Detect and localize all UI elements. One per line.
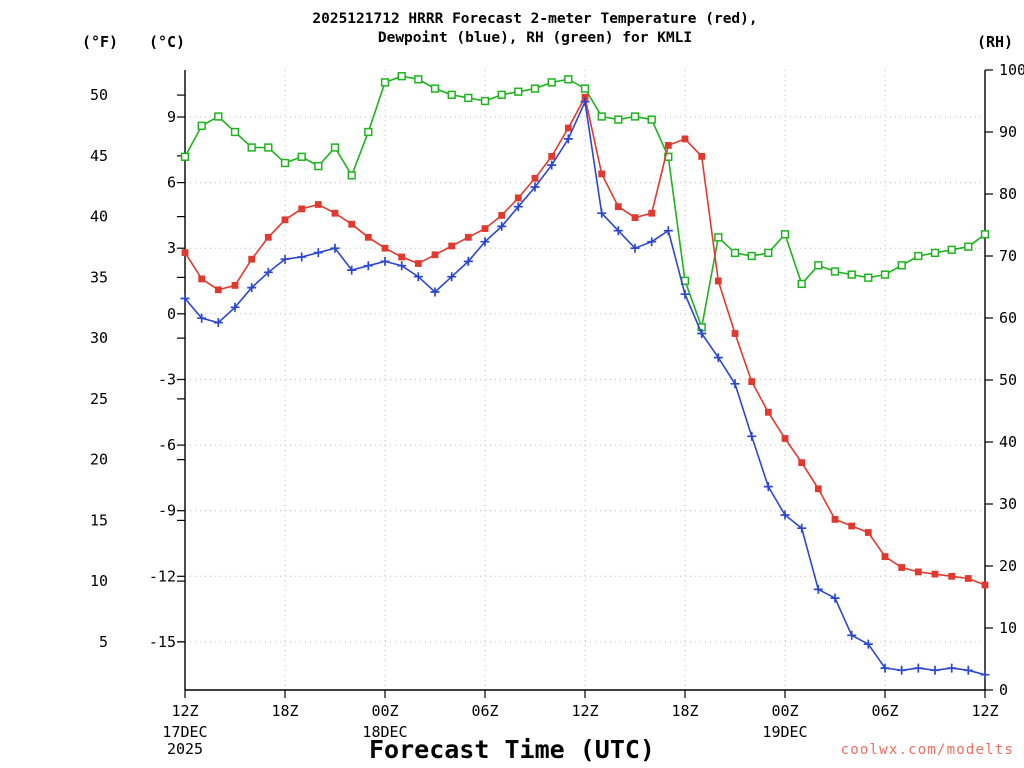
- svg-text:30: 30: [90, 329, 108, 347]
- svg-text:45: 45: [90, 147, 108, 165]
- svg-text:-6: -6: [158, 436, 176, 454]
- svg-text:50: 50: [90, 86, 108, 104]
- svg-text:00Z: 00Z: [371, 702, 398, 720]
- svg-text:12Z: 12Z: [971, 702, 998, 720]
- svg-text:06Z: 06Z: [871, 702, 898, 720]
- svg-text:100: 100: [999, 61, 1024, 79]
- svg-text:15: 15: [90, 511, 108, 529]
- svg-text:70: 70: [999, 247, 1017, 265]
- svg-text:35: 35: [90, 268, 108, 286]
- svg-text:-15: -15: [149, 633, 176, 651]
- chart-title-line1: 2025121712 HRRR Forecast 2-meter Tempera…: [312, 11, 758, 27]
- svg-text:20: 20: [999, 557, 1017, 575]
- svg-text:60: 60: [999, 309, 1017, 327]
- svg-text:-12: -12: [149, 567, 176, 585]
- svg-text:6: 6: [167, 174, 176, 192]
- svg-text:12Z: 12Z: [571, 702, 598, 720]
- chart-title: 2025121712 HRRR Forecast 2-meter Tempera…: [185, 10, 885, 48]
- svg-text:0: 0: [999, 681, 1008, 699]
- chart-title-line2: Dewpoint (blue), RH (green) for KMLI: [377, 30, 693, 46]
- svg-text:18Z: 18Z: [271, 702, 298, 720]
- svg-text:10: 10: [999, 619, 1017, 637]
- svg-text:18DEC: 18DEC: [362, 723, 407, 741]
- svg-text:17DEC: 17DEC: [162, 723, 207, 741]
- rh-axis-header: (RH): [976, 33, 1014, 51]
- svg-text:10: 10: [90, 572, 108, 590]
- svg-text:80: 80: [999, 185, 1017, 203]
- svg-text:-9: -9: [158, 502, 176, 520]
- svg-text:20: 20: [90, 451, 108, 469]
- svg-text:00Z: 00Z: [771, 702, 798, 720]
- svg-text:-3: -3: [158, 371, 176, 389]
- svg-text:0: 0: [167, 305, 176, 323]
- svg-text:50: 50: [999, 371, 1017, 389]
- svg-text:25: 25: [90, 390, 108, 408]
- fahrenheit-axis-header: (°F): [81, 33, 119, 51]
- svg-text:18Z: 18Z: [671, 702, 698, 720]
- svg-text:40: 40: [999, 433, 1017, 451]
- svg-text:90: 90: [999, 123, 1017, 141]
- svg-text:30: 30: [999, 495, 1017, 513]
- watermark-link: coolwx.com/modelts: [840, 742, 1014, 758]
- svg-text:19DEC: 19DEC: [762, 723, 807, 741]
- svg-text:2025: 2025: [167, 740, 203, 758]
- svg-text:5: 5: [99, 633, 108, 651]
- celsius-axis-header: (°C): [148, 33, 186, 51]
- svg-text:40: 40: [90, 208, 108, 226]
- svg-text:3: 3: [167, 239, 176, 257]
- svg-text:06Z: 06Z: [471, 702, 498, 720]
- x-axis-title: Forecast Time (UTC): [369, 735, 655, 764]
- svg-text:12Z: 12Z: [171, 702, 198, 720]
- svg-text:9: 9: [167, 108, 176, 126]
